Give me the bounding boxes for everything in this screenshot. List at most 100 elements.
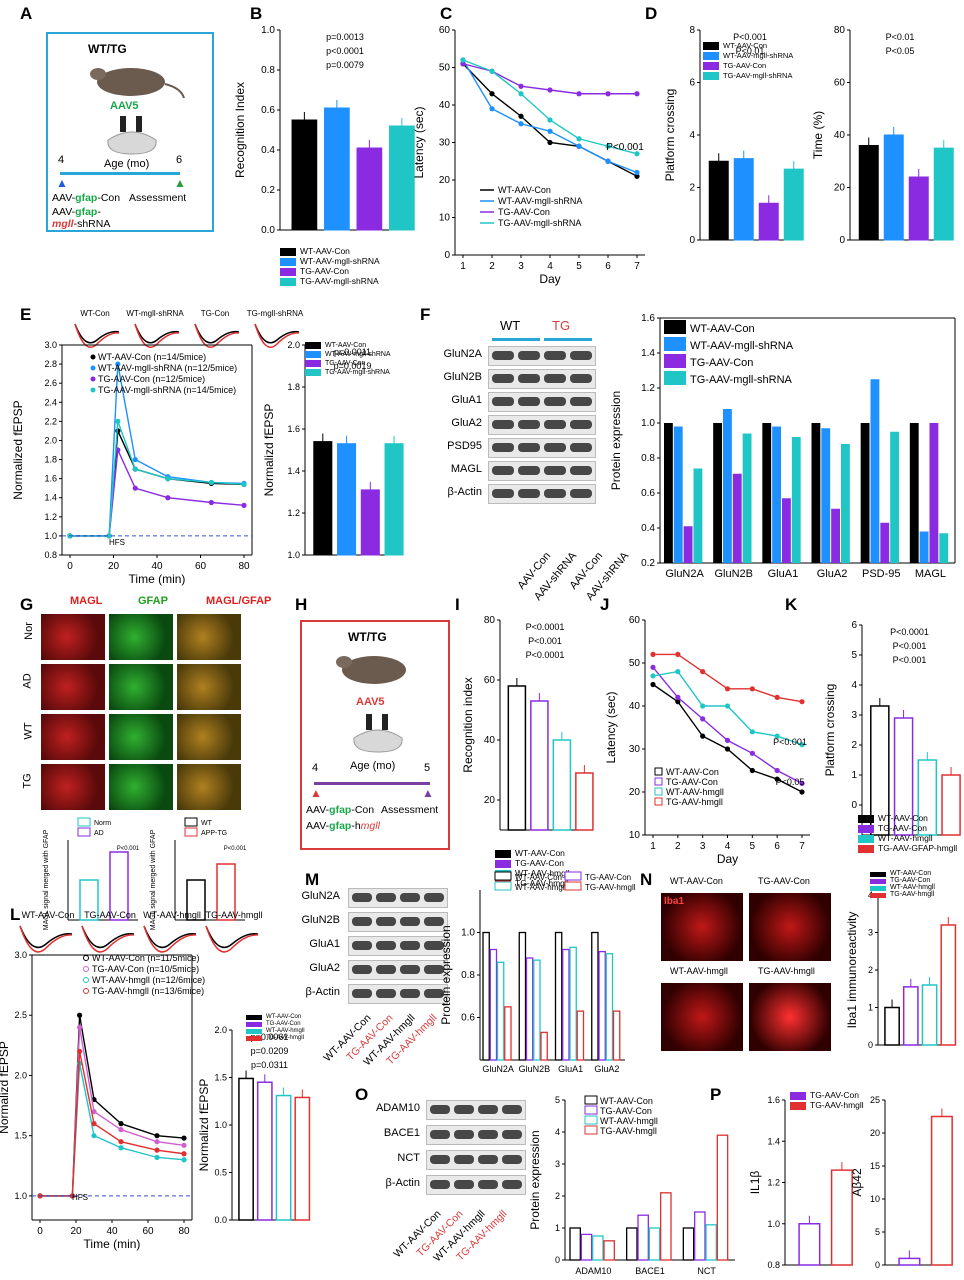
legend-label: WT-AAV-hmgll — [515, 883, 567, 892]
y-tick-label: 1.6 — [767, 1095, 780, 1105]
data-point — [241, 481, 247, 487]
blot-band — [376, 965, 396, 974]
y-axis-label: Protein expression — [609, 391, 623, 490]
x-tick-label: GluN2B — [519, 1064, 551, 1074]
y-tick-label: 4 — [851, 680, 857, 691]
y-tick-label: 0 — [689, 235, 695, 246]
y-tick-label: 3.0 — [44, 340, 57, 350]
blot-band — [376, 989, 396, 998]
bar — [683, 526, 693, 563]
legend-label: WT-AAV-hmgll — [878, 833, 933, 843]
panel-label-n: N — [640, 870, 653, 889]
bar — [898, 1257, 921, 1266]
data-point — [91, 1121, 97, 1127]
x-tick-label: GluA1 — [768, 568, 799, 580]
legend-swatch — [584, 1105, 598, 1115]
panel-h-timeline — [314, 782, 430, 785]
bar — [294, 1096, 311, 1221]
y-axis-label: Normalizd fEPSP — [0, 1041, 11, 1134]
y-tick-label: 8 — [689, 25, 695, 36]
fepsp-trace — [143, 925, 197, 949]
data-point — [132, 485, 138, 491]
bar — [673, 426, 683, 563]
data-point — [650, 651, 656, 658]
data-point — [576, 91, 582, 97]
panel-label-e: E — [20, 305, 32, 324]
x-tick-label: MAGL — [915, 568, 946, 580]
blot-band — [492, 443, 514, 452]
data-point — [69, 1193, 75, 1199]
significance-label: P<0.01 — [886, 32, 915, 42]
x-tick-label: GluA2 — [817, 568, 848, 580]
blot-band — [424, 917, 444, 926]
arrow-up-blue-icon: ▲ — [56, 176, 68, 190]
x-tick-label: 40 — [106, 1226, 118, 1237]
bar — [908, 176, 929, 241]
bar — [507, 685, 527, 831]
legend-swatch — [584, 1115, 598, 1125]
y-tick-label: 1.2 — [287, 508, 300, 518]
bar — [705, 1224, 717, 1261]
data-point — [799, 742, 805, 748]
blot-band — [518, 397, 540, 406]
blot-band — [424, 989, 444, 998]
legend-label: TG-AAV-hmgll — [585, 883, 636, 892]
data-point — [115, 418, 121, 424]
blot-band — [352, 965, 372, 974]
bar — [664, 423, 673, 563]
blot-row-label: β-Actin — [305, 986, 340, 998]
legend-label: TG-AAV-Con — [666, 777, 718, 787]
blot-band — [544, 351, 566, 360]
y-tick-label: 1.0 — [641, 418, 655, 429]
legend-swatch — [77, 827, 91, 837]
legend-swatch — [703, 52, 719, 60]
data-point — [675, 669, 681, 675]
data-point — [460, 61, 466, 67]
significance-label: P<0.0001 — [890, 627, 929, 637]
blot-band — [376, 941, 396, 950]
fepsp-trace — [205, 925, 259, 949]
data-point — [118, 1121, 124, 1127]
y-tick-label: 1 — [555, 1223, 560, 1233]
bar — [518, 931, 527, 1061]
data-point — [724, 746, 731, 752]
series-line — [462, 59, 638, 174]
legend-label: TG-AAV-mgll-shRNA — [498, 218, 581, 228]
y-axis-label: Protein expression — [528, 1130, 542, 1229]
legend-label: TG-AAV-mgll-shRNA — [300, 276, 379, 286]
data-point — [208, 499, 214, 506]
fepsp-trace — [134, 323, 180, 344]
micrograph-label: TG-AAV-hmgll — [758, 966, 815, 976]
panel-label-g: G — [20, 595, 34, 614]
panel-label-m: M — [305, 870, 320, 889]
y-axis-label: Recognition Index — [233, 82, 247, 178]
mouse-icon — [336, 656, 406, 684]
trace-label: TG-Con — [201, 309, 229, 318]
blot-band — [424, 893, 444, 902]
series-line — [40, 1063, 185, 1197]
y-tick-label: 25 — [870, 1095, 880, 1105]
data-point — [650, 673, 656, 679]
micrograph — [176, 713, 242, 761]
data-point — [749, 729, 755, 735]
y-tick-label: 0.2 — [261, 185, 275, 196]
bar — [540, 1031, 548, 1061]
fepsp-trace — [19, 925, 73, 949]
legend-marker — [83, 988, 89, 994]
fepsp-trace — [254, 323, 300, 344]
blot-group-line — [492, 338, 540, 341]
y-tick-label: 0.6 — [641, 488, 655, 499]
y-tick-label: 2.5 — [14, 1010, 27, 1020]
blot-band — [544, 443, 566, 452]
y-tick-label: 40 — [834, 130, 846, 141]
fepsp-trace — [74, 323, 120, 344]
fepsp-trace — [134, 323, 180, 348]
data-point — [132, 466, 138, 472]
blot-strip — [488, 346, 596, 366]
legend-label: TG-AAV-Con — [325, 360, 365, 367]
legend-marker — [90, 365, 96, 371]
data-point — [208, 479, 214, 486]
brain-icon — [353, 714, 403, 753]
blot-band — [400, 893, 420, 902]
